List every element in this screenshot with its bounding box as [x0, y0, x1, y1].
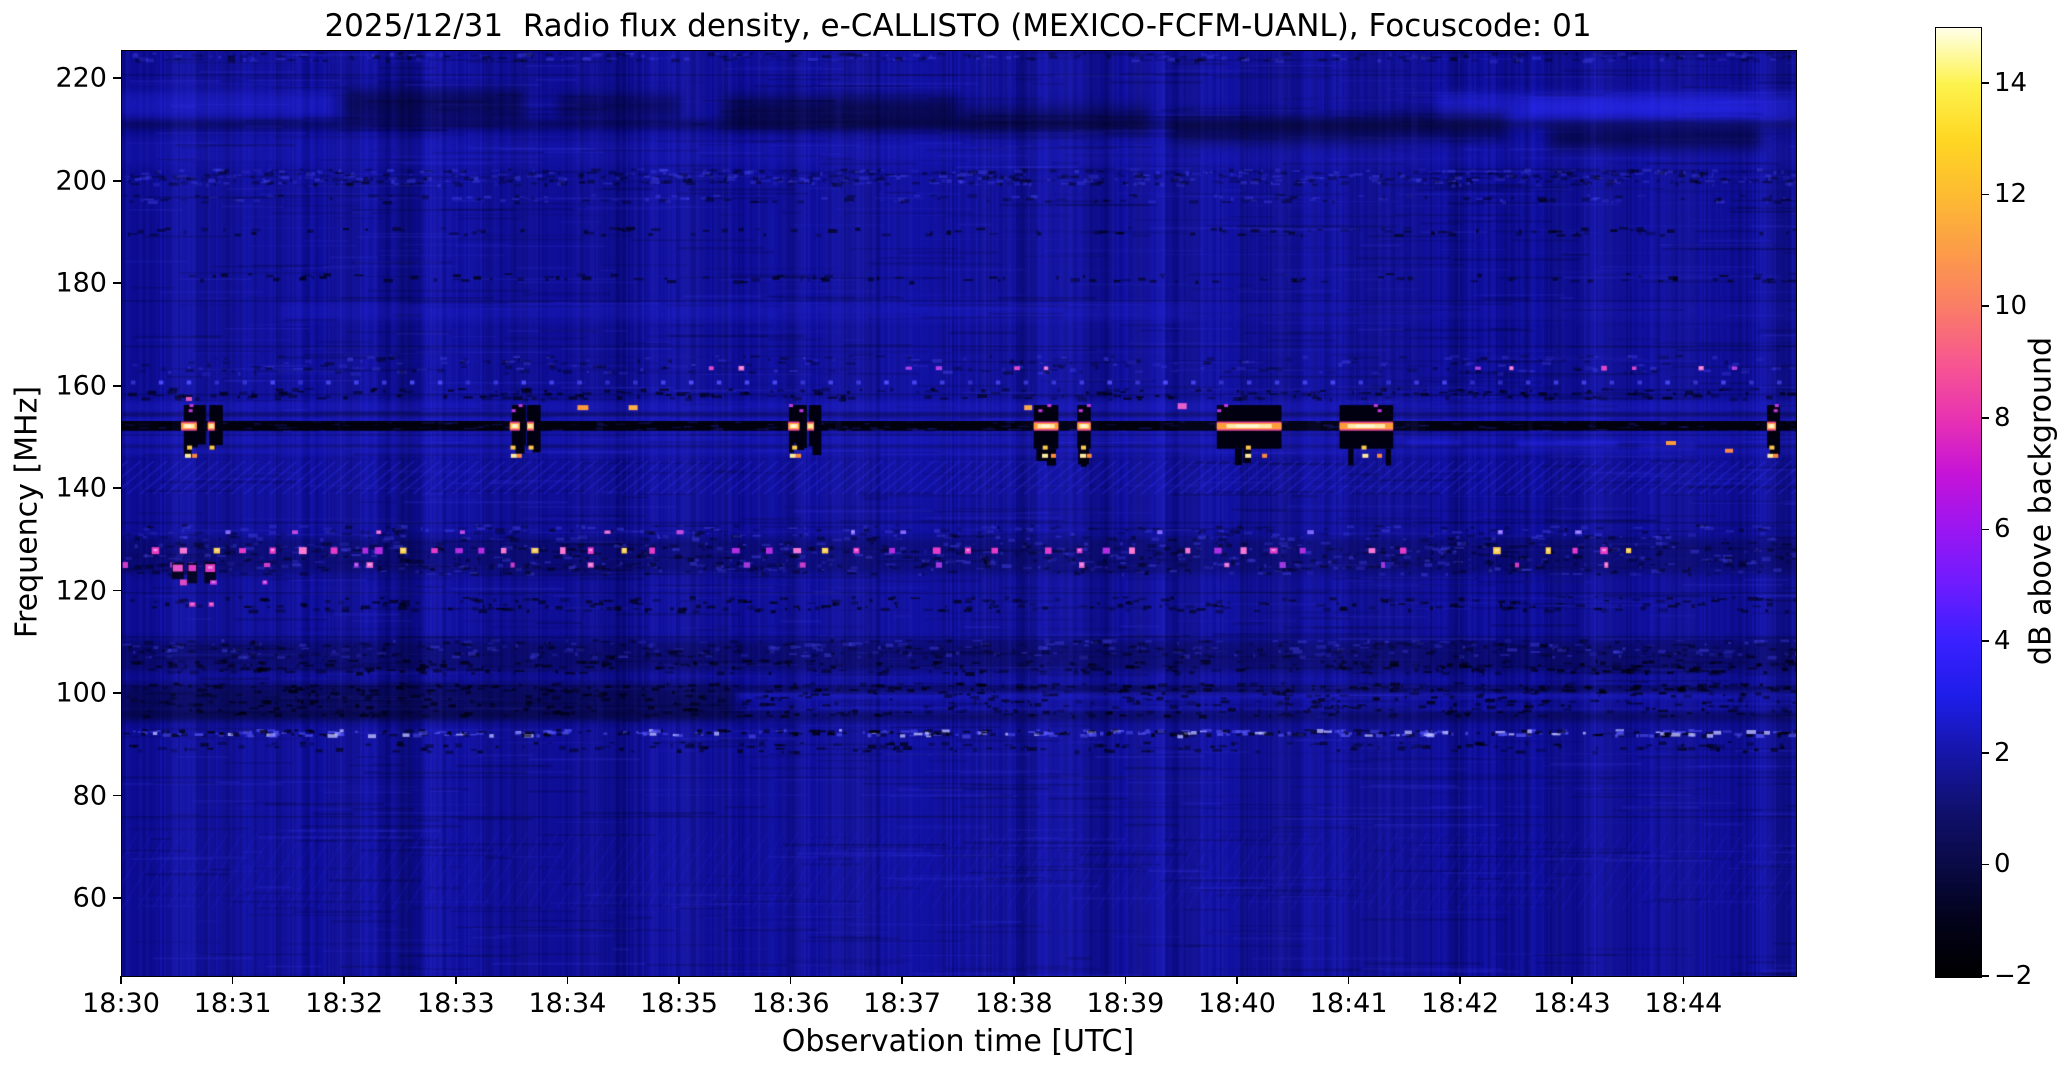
y-tick-label: 120 [55, 575, 107, 607]
y-tick-mark [113, 282, 121, 284]
colorbar-tick-mark [1982, 82, 1989, 84]
colorbar-tick-mark [1982, 528, 1989, 531]
colorbar-tick-label: 14 [1994, 67, 2028, 98]
colorbar-tick-mark [1982, 751, 1989, 754]
y-tick-label: 80 [72, 780, 107, 812]
y-tick-label: 200 [55, 165, 107, 197]
x-tick-mark [455, 976, 457, 984]
y-tick-mark [113, 897, 121, 899]
colorbar-tick-label: 8 [1994, 402, 2011, 433]
x-tick-mark [1013, 976, 1015, 984]
colorbar-tick-label: 12 [1994, 179, 2028, 210]
x-tick-label: 18:43 [1532, 988, 1611, 1019]
colorbar-tick-label: 0 [1994, 849, 2011, 880]
y-tick-label: 140 [55, 472, 107, 504]
x-tick-mark [789, 976, 792, 984]
colorbar-tick-mark [1982, 193, 1989, 196]
x-tick-mark [1571, 976, 1573, 984]
y-axis-label: Frequency [MHz] [9, 385, 45, 639]
spectrogram-canvas [122, 51, 1796, 976]
x-tick-mark [343, 976, 345, 984]
colorbar-tick-label: 6 [1994, 514, 2011, 545]
x-tick-mark [1347, 976, 1350, 984]
y-tick-mark [113, 692, 121, 694]
x-tick-label: 18:40 [1198, 988, 1276, 1019]
x-tick-label: 18:36 [751, 988, 830, 1019]
x-tick-mark [678, 976, 680, 984]
x-tick-mark [1124, 976, 1127, 984]
y-tick-mark [113, 589, 121, 592]
y-tick-label: 100 [55, 677, 107, 709]
x-tick-mark [566, 976, 569, 984]
y-tick-mark [113, 487, 121, 489]
x-tick-mark [1236, 976, 1238, 984]
y-tick-mark [113, 77, 121, 80]
x-tick-label: 18:39 [1086, 988, 1165, 1019]
colorbar-tick-label: 2 [1994, 737, 2011, 768]
x-tick-label: 18:41 [1309, 988, 1388, 1019]
colorbar-tick-mark [1982, 305, 1989, 307]
x-tick-label: 18:32 [305, 988, 384, 1019]
x-tick-label: 18:44 [1644, 988, 1723, 1019]
x-tick-mark [1459, 976, 1461, 984]
x-tick-mark [1682, 976, 1685, 984]
y-tick-label: 60 [72, 882, 107, 914]
y-tick-mark [113, 384, 121, 387]
spectrogram-plot-area [121, 50, 1797, 977]
colorbar-tick-label: 4 [1994, 626, 2011, 657]
colorbar-tick-label: −2 [1994, 961, 2033, 991]
x-tick-label: 18:33 [416, 988, 495, 1019]
x-tick-mark [120, 976, 122, 984]
colorbar [1935, 27, 1982, 978]
colorbar-tick-mark [1982, 863, 1989, 866]
y-tick-label: 180 [55, 267, 107, 299]
x-tick-mark [901, 976, 903, 984]
x-tick-mark [231, 976, 234, 984]
y-tick-label: 220 [55, 62, 107, 94]
chart-title: 2025/12/31 Radio flux density, e-CALLIST… [324, 8, 1592, 44]
x-tick-label: 18:31 [193, 988, 272, 1019]
x-tick-label: 18:35 [640, 988, 718, 1019]
colorbar-tick-mark [1982, 975, 1989, 977]
colorbar-label: dB above background [2023, 336, 2059, 666]
x-axis-label: Observation time [UTC] [781, 1024, 1135, 1059]
y-tick-mark [113, 794, 121, 797]
x-tick-label: 18:30 [82, 988, 160, 1019]
x-tick-label: 18:38 [974, 988, 1053, 1019]
colorbar-tick-mark [1982, 640, 1989, 642]
y-tick-mark [113, 179, 121, 182]
colorbar-tick-mark [1982, 417, 1989, 419]
x-tick-label: 18:34 [528, 988, 607, 1019]
x-tick-label: 18:42 [1421, 988, 1500, 1019]
colorbar-tick-label: 10 [1994, 291, 2028, 322]
y-tick-label: 160 [55, 370, 107, 402]
x-tick-label: 18:37 [863, 988, 942, 1019]
